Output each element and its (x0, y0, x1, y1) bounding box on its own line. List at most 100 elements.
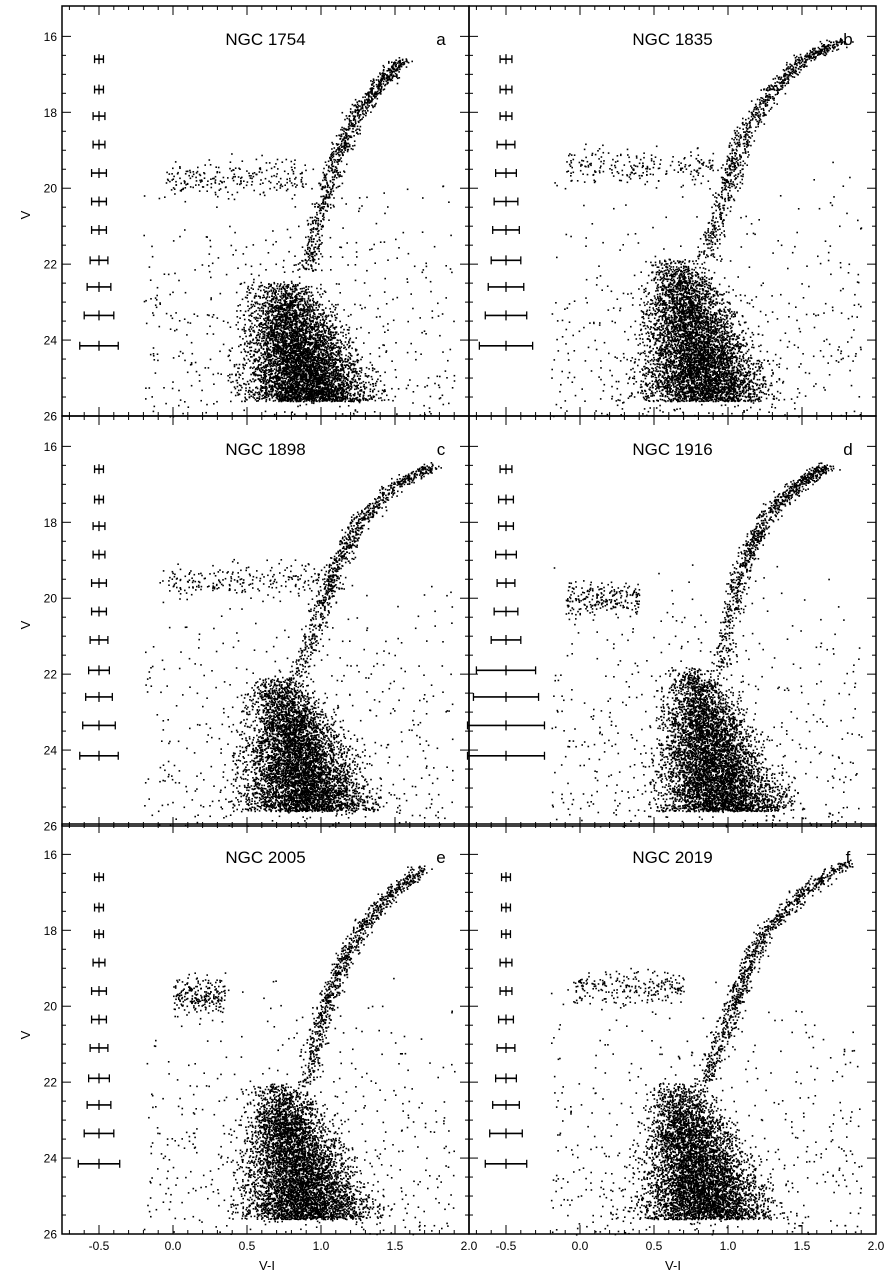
star-point (288, 316, 290, 319)
star-point (269, 374, 271, 376)
star-point (296, 340, 299, 342)
star-point (245, 335, 247, 338)
star-point (261, 398, 263, 400)
star-point (300, 342, 303, 344)
star-point (324, 353, 327, 356)
star-point (340, 392, 342, 394)
star-point (333, 370, 335, 373)
star-point (323, 376, 325, 379)
star-point (310, 336, 313, 339)
star-point (342, 392, 344, 395)
star-point (279, 341, 281, 344)
star-point (292, 346, 295, 349)
star-point (299, 303, 302, 306)
star-point (290, 391, 292, 393)
star-point (265, 399, 268, 401)
star-point (288, 391, 290, 394)
star-point (326, 347, 328, 349)
star-point (257, 331, 260, 334)
star-point (249, 360, 251, 362)
star-point (332, 369, 335, 371)
star-point (300, 322, 303, 325)
star-point (297, 317, 300, 320)
star-point (305, 382, 308, 385)
star-point (287, 365, 289, 368)
star-point (275, 307, 278, 310)
star-point (304, 343, 307, 345)
star-point (356, 384, 358, 387)
star-point (280, 376, 283, 379)
star-point (246, 345, 248, 347)
star-point (365, 399, 367, 401)
star-point (327, 356, 330, 359)
star-point (294, 329, 296, 331)
star-point (279, 382, 281, 384)
star-point (275, 309, 278, 312)
star-point (309, 307, 311, 310)
star-point (270, 385, 272, 388)
star-point (296, 326, 298, 328)
star-point (301, 379, 304, 382)
star-point (269, 359, 271, 362)
star-point (353, 398, 355, 400)
star-point (315, 348, 318, 351)
star-point (313, 337, 316, 339)
star-point (321, 376, 323, 378)
star-point (375, 371, 377, 373)
star-point (277, 318, 280, 320)
star-point (280, 316, 283, 319)
star-point (257, 295, 260, 297)
star-point (322, 381, 325, 384)
star-point (303, 317, 305, 320)
star-point (273, 382, 276, 385)
star-point (294, 324, 297, 326)
star-point (374, 399, 377, 402)
star-point (227, 379, 230, 382)
star-point (259, 333, 261, 335)
star-point (318, 331, 320, 334)
star-point (237, 367, 239, 369)
star-point (296, 293, 298, 296)
star-point (266, 396, 268, 399)
star-point (294, 323, 296, 325)
star-point (344, 397, 347, 400)
star-point (298, 303, 300, 306)
star-point (333, 334, 335, 336)
star-point (292, 393, 294, 396)
star-point (259, 380, 261, 382)
star-point (284, 331, 286, 333)
star-point (294, 347, 297, 349)
star-point (365, 386, 368, 389)
star-point (362, 380, 365, 383)
star-point (244, 323, 246, 326)
star-point (296, 297, 299, 300)
star-point (286, 340, 288, 342)
star-point (305, 328, 307, 331)
star-point (312, 338, 315, 341)
star-point (268, 285, 270, 288)
star-point (266, 354, 269, 356)
star-point (248, 396, 251, 399)
star-point (298, 327, 301, 329)
star-point (321, 316, 324, 318)
star-point (262, 309, 264, 312)
star-point (341, 361, 344, 363)
star-point (243, 368, 245, 370)
star-point (315, 364, 317, 367)
star-point (252, 396, 254, 398)
star-point (286, 297, 288, 300)
star-point (335, 344, 337, 347)
star-point (312, 346, 314, 348)
star-point (243, 314, 245, 316)
star-point (312, 380, 315, 383)
star-point (332, 352, 335, 354)
star-point (372, 385, 375, 387)
star-point (316, 300, 319, 303)
star-point (293, 338, 295, 340)
star-point (332, 331, 335, 334)
star-point (320, 340, 323, 342)
star-point (327, 388, 330, 391)
star-point (286, 382, 288, 385)
star-point (284, 352, 286, 354)
star-point (334, 314, 336, 317)
